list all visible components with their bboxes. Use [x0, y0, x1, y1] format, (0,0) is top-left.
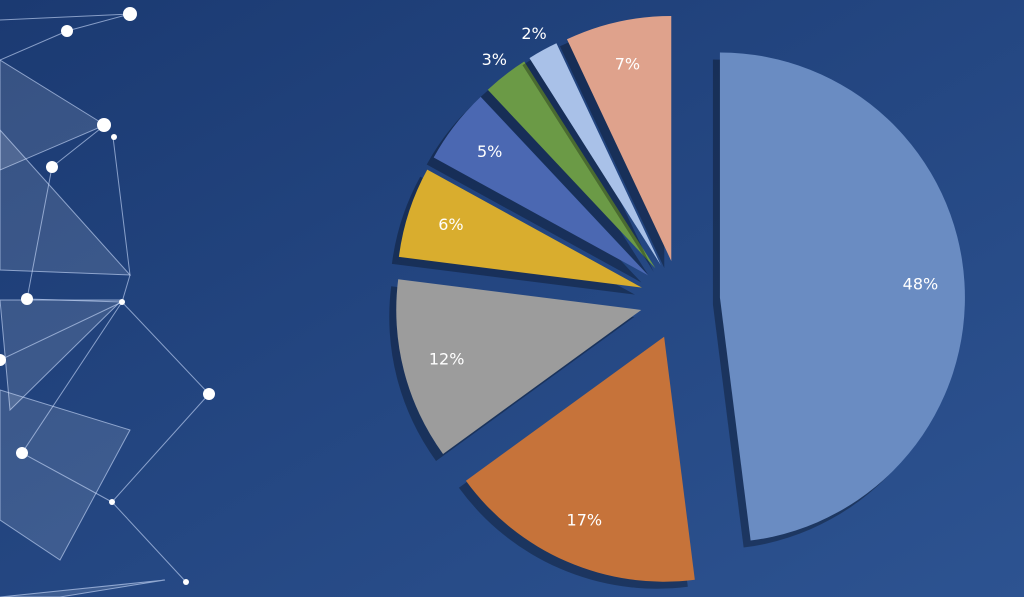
- data-label: 48%: [903, 274, 939, 293]
- slice: [396, 279, 642, 454]
- data-label: 2%: [521, 24, 546, 43]
- slice: [529, 43, 661, 265]
- slice: [487, 61, 656, 269]
- data-label: 3%: [482, 50, 507, 69]
- network-decoration: [0, 7, 215, 597]
- data-label: 12%: [429, 349, 465, 368]
- slice-shadow: [522, 50, 654, 272]
- slice: [398, 169, 642, 288]
- slice: [566, 15, 672, 261]
- data-label: 7%: [615, 54, 640, 73]
- data-label: 5%: [477, 142, 502, 161]
- pie: 48% 17% 12% 6% 5% 3% 2% 7%: [389, 15, 965, 589]
- slice: [719, 52, 965, 541]
- data-label: 6%: [438, 215, 463, 234]
- data-label: 17%: [567, 511, 603, 530]
- slice: [433, 96, 649, 276]
- slice: [465, 336, 695, 582]
